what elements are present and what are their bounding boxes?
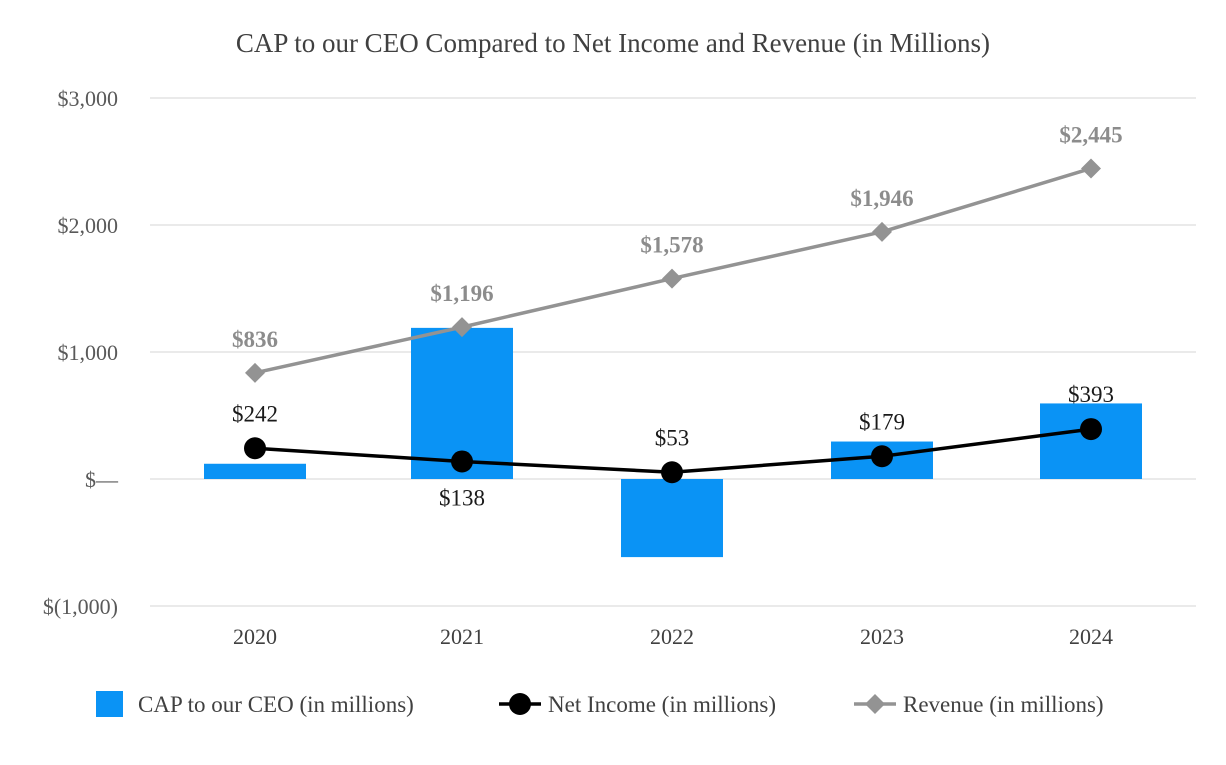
revenue-data-label: $1,946 bbox=[850, 186, 913, 211]
revenue-data-label: $1,196 bbox=[430, 281, 493, 306]
cap-bar bbox=[204, 463, 306, 479]
revenue-data-label: $1,578 bbox=[640, 233, 703, 258]
legend-swatch-cap bbox=[96, 691, 123, 717]
revenue-data-label: $2,445 bbox=[1059, 122, 1122, 147]
cap-bar bbox=[1040, 403, 1142, 479]
net-income-marker bbox=[244, 437, 266, 460]
revenue-marker bbox=[245, 362, 265, 383]
revenue-marker bbox=[662, 268, 682, 289]
revenue-marker bbox=[872, 221, 892, 242]
net-income-data-label: $242 bbox=[232, 401, 278, 426]
y-tick-label: $(1,000) bbox=[43, 594, 118, 619]
y-axis-ticks: $3,000 $2,000 $1,000 $— $(1,000) bbox=[43, 86, 119, 619]
net-income-data-label: $393 bbox=[1068, 382, 1114, 407]
net-income-data-label: $138 bbox=[439, 485, 485, 510]
revenue-marker bbox=[1081, 158, 1101, 179]
legend-marker-revenue bbox=[865, 694, 885, 714]
net-income-marker bbox=[451, 450, 473, 473]
x-tick-label: 2021 bbox=[440, 624, 484, 649]
x-tick-label: 2024 bbox=[1069, 624, 1113, 649]
x-tick-label: 2023 bbox=[860, 624, 904, 649]
x-axis-ticks: 2020 2021 2022 2023 2024 bbox=[233, 624, 1113, 649]
x-tick-label: 2020 bbox=[233, 624, 277, 649]
legend-label-cap: CAP to our CEO (in millions) bbox=[138, 692, 414, 717]
revenue-marker bbox=[452, 317, 472, 338]
chart-title: CAP to our CEO Compared to Net Income an… bbox=[236, 28, 990, 58]
legend-label-net: Net Income (in millions) bbox=[548, 692, 776, 717]
legend-marker-net bbox=[509, 693, 531, 715]
net-income-data-label: $53 bbox=[655, 425, 690, 450]
legend: CAP to our CEO (in millions) Net Income (… bbox=[96, 691, 1104, 717]
net-income-data-label: $179 bbox=[859, 409, 905, 434]
x-tick-label: 2022 bbox=[650, 624, 694, 649]
net-income-marker bbox=[661, 461, 683, 484]
net-income-marker bbox=[1080, 418, 1102, 441]
net-income-series: $242 $138 $53 $179 $393 bbox=[232, 382, 1114, 510]
legend-label-revenue: Revenue (in millions) bbox=[903, 692, 1104, 717]
revenue-series: $836 $1,196 $1,578 $1,946 $2,445 bbox=[232, 122, 1123, 383]
cap-bar bbox=[621, 479, 723, 558]
y-tick-label: $1,000 bbox=[58, 340, 119, 365]
net-income-marker bbox=[871, 445, 893, 468]
y-tick-label: $3,000 bbox=[58, 86, 119, 111]
y-tick-label: $— bbox=[85, 467, 119, 492]
y-tick-label: $2,000 bbox=[58, 213, 119, 238]
grid-layer bbox=[150, 97, 1196, 607]
revenue-data-label: $836 bbox=[232, 327, 278, 352]
